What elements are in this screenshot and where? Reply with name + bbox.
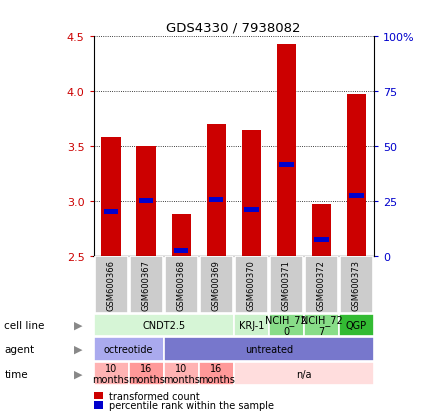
Text: KRJ-1: KRJ-1 bbox=[238, 320, 264, 330]
Bar bbox=[130, 256, 163, 313]
Bar bbox=[244, 208, 258, 213]
Bar bbox=[339, 315, 374, 336]
Text: GSM600373: GSM600373 bbox=[352, 259, 361, 311]
Text: 16
months: 16 months bbox=[198, 363, 235, 385]
Text: time: time bbox=[4, 369, 28, 379]
Text: NCIH_72
7: NCIH_72 7 bbox=[300, 314, 342, 337]
Text: GSM600371: GSM600371 bbox=[282, 260, 291, 310]
Bar bbox=[347, 95, 366, 256]
Text: GSM600367: GSM600367 bbox=[142, 259, 150, 311]
Bar bbox=[164, 362, 198, 385]
Text: GSM600369: GSM600369 bbox=[212, 260, 221, 310]
Bar bbox=[94, 315, 234, 336]
Bar bbox=[242, 130, 261, 256]
Text: n/a: n/a bbox=[296, 369, 312, 379]
Bar bbox=[164, 256, 198, 313]
Bar bbox=[174, 248, 188, 253]
Bar bbox=[314, 237, 329, 242]
Bar bbox=[198, 362, 234, 385]
Bar bbox=[139, 199, 153, 204]
Text: 10
months: 10 months bbox=[163, 363, 200, 385]
Bar bbox=[312, 204, 331, 256]
Bar bbox=[102, 138, 121, 256]
Bar bbox=[234, 315, 269, 336]
Bar bbox=[269, 315, 304, 336]
Bar bbox=[235, 256, 268, 313]
Bar bbox=[277, 45, 296, 256]
Bar bbox=[209, 198, 224, 203]
Bar bbox=[94, 256, 127, 313]
Text: GSM600372: GSM600372 bbox=[317, 260, 326, 310]
Bar bbox=[94, 362, 128, 385]
Text: agent: agent bbox=[4, 344, 34, 354]
Text: NCIH_72
0: NCIH_72 0 bbox=[266, 314, 307, 337]
Text: ▶: ▶ bbox=[74, 369, 83, 379]
Bar bbox=[164, 337, 374, 361]
Text: untreated: untreated bbox=[245, 344, 293, 354]
Bar bbox=[172, 214, 191, 256]
Bar bbox=[94, 337, 164, 361]
Text: 16
months: 16 months bbox=[128, 363, 164, 385]
Bar bbox=[279, 163, 294, 168]
Text: GSM600370: GSM600370 bbox=[247, 260, 256, 310]
Bar bbox=[304, 315, 339, 336]
Text: ▶: ▶ bbox=[74, 344, 83, 354]
Text: 10
months: 10 months bbox=[93, 363, 130, 385]
Bar bbox=[128, 362, 164, 385]
Bar bbox=[104, 210, 118, 215]
Text: QGP: QGP bbox=[346, 320, 367, 330]
Title: GDS4330 / 7938082: GDS4330 / 7938082 bbox=[167, 21, 301, 35]
Text: percentile rank within the sample: percentile rank within the sample bbox=[109, 400, 274, 410]
Text: ▶: ▶ bbox=[74, 320, 83, 330]
Bar bbox=[340, 256, 373, 313]
Bar bbox=[349, 193, 364, 198]
Text: octreotide: octreotide bbox=[104, 344, 153, 354]
Text: CNDT2.5: CNDT2.5 bbox=[142, 320, 185, 330]
Bar bbox=[136, 147, 156, 256]
Bar bbox=[234, 362, 374, 385]
Text: GSM600368: GSM600368 bbox=[177, 259, 186, 311]
Text: transformed count: transformed count bbox=[109, 391, 200, 401]
Text: cell line: cell line bbox=[4, 320, 45, 330]
Bar bbox=[270, 256, 303, 313]
Bar bbox=[200, 256, 233, 313]
Text: GSM600366: GSM600366 bbox=[107, 259, 116, 311]
Bar bbox=[305, 256, 338, 313]
Bar bbox=[207, 125, 226, 256]
